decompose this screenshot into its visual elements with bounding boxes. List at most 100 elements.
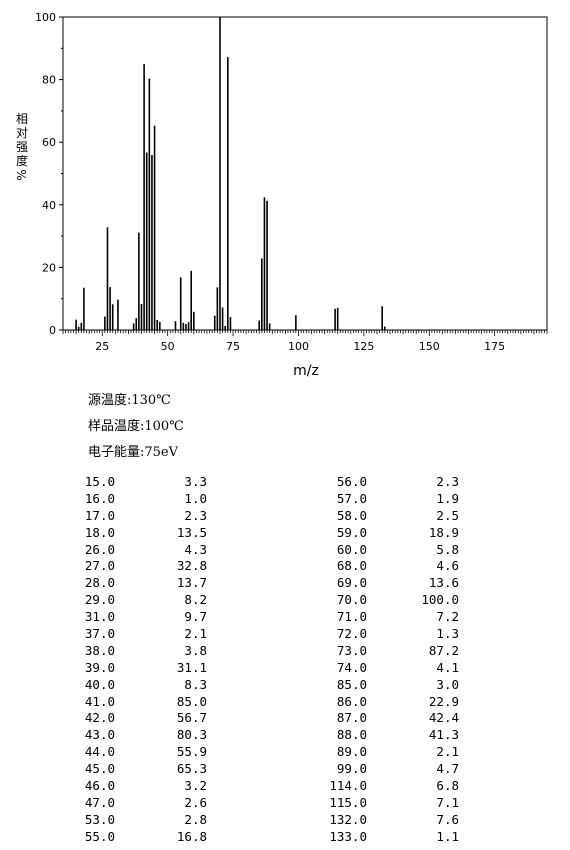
peak-abundance: 42.4 bbox=[428, 710, 459, 726]
peak-row: 133.0 1.1 bbox=[309, 829, 459, 846]
peak-mz: 68.0 bbox=[336, 558, 367, 574]
x-tick-label: 75 bbox=[226, 340, 240, 353]
peak-row: 88.0 41.3 bbox=[309, 727, 459, 744]
y-tick-label: 0 bbox=[49, 324, 56, 337]
peak-mz: 28.0 bbox=[84, 575, 115, 591]
spectrum-peaks bbox=[75, 17, 386, 330]
peak-row: 29.0 8.2 bbox=[57, 592, 207, 609]
peak-abundance: 4.3 bbox=[184, 541, 207, 557]
y-tick-label: 80 bbox=[42, 74, 56, 87]
peak-row: 114.0 6.8 bbox=[309, 778, 459, 795]
peak-mz: 115.0 bbox=[329, 794, 367, 810]
peak-mz: 41.0 bbox=[84, 693, 115, 709]
peak-mz: 99.0 bbox=[336, 761, 367, 777]
y-tick-label: 40 bbox=[42, 199, 56, 212]
peak-abundance: 2.3 bbox=[436, 474, 459, 489]
peak-mz: 47.0 bbox=[84, 794, 115, 810]
peak-abundance: 7.1 bbox=[436, 794, 459, 810]
peak-mz: 132.0 bbox=[329, 811, 367, 827]
peak-abundance: 13.5 bbox=[176, 524, 207, 540]
peak-abundance: 6.8 bbox=[436, 778, 459, 794]
y-axis-label-char: % bbox=[15, 169, 29, 180]
peak-mz: 72.0 bbox=[336, 626, 367, 642]
peak-mz: 89.0 bbox=[336, 744, 367, 760]
peak-abundance: 1.0 bbox=[184, 490, 207, 506]
peak-abundance: 7.2 bbox=[436, 609, 459, 625]
peak-mz: 31.0 bbox=[84, 609, 115, 625]
x-tick-label: 150 bbox=[419, 340, 440, 353]
peak-row: 69.0 13.6 bbox=[309, 575, 459, 592]
peak-mz: 56.0 bbox=[336, 474, 367, 489]
peak-abundance: 55.9 bbox=[176, 744, 207, 760]
y-axis-label-char: 度 bbox=[16, 153, 28, 168]
peak-row: 44.0 55.9 bbox=[57, 744, 207, 761]
y-axis-label-char: 相 bbox=[16, 112, 28, 126]
peak-mz: 15.0 bbox=[84, 474, 115, 489]
peak-mz: 29.0 bbox=[84, 592, 115, 608]
peak-abundance: 3.8 bbox=[184, 642, 207, 658]
peak-abundance: 85.0 bbox=[176, 693, 207, 709]
peak-abundance: 2.8 bbox=[184, 811, 207, 827]
peak-mz: 85.0 bbox=[336, 676, 367, 692]
peak-row: 16.0 1.0 bbox=[57, 491, 207, 508]
peak-abundance: 4.6 bbox=[436, 558, 459, 574]
peak-mz: 46.0 bbox=[84, 778, 115, 794]
peak-mz: 17.0 bbox=[84, 507, 115, 523]
x-tick-label: 175 bbox=[484, 340, 505, 353]
peak-row: 58.0 2.5 bbox=[309, 508, 459, 525]
peak-row: 72.0 1.3 bbox=[309, 626, 459, 643]
peak-row: 31.0 9.7 bbox=[57, 609, 207, 626]
peak-mz: 39.0 bbox=[84, 659, 115, 675]
peak-abundance: 65.3 bbox=[176, 761, 207, 777]
peak-row: 39.0 31.1 bbox=[57, 660, 207, 677]
peak-mz: 16.0 bbox=[84, 490, 115, 506]
peak-mz: 18.0 bbox=[84, 524, 115, 540]
peak-row: 70.0 100.0 bbox=[309, 592, 459, 609]
peak-abundance: 2.3 bbox=[184, 507, 207, 523]
x-tick-label: 25 bbox=[95, 340, 109, 353]
peak-abundance: 56.7 bbox=[176, 710, 207, 726]
peak-abundance: 22.9 bbox=[428, 693, 459, 709]
peak-row: 53.0 2.8 bbox=[57, 812, 207, 829]
peak-row: 38.0 3.8 bbox=[57, 643, 207, 660]
peak-abundance: 31.1 bbox=[176, 659, 207, 675]
peak-mz: 37.0 bbox=[84, 626, 115, 642]
peak-row: 132.0 7.6 bbox=[309, 812, 459, 829]
peak-mz: 88.0 bbox=[336, 727, 367, 743]
y-tick-label: 60 bbox=[42, 136, 56, 149]
peak-mz: 27.0 bbox=[84, 558, 115, 574]
peak-abundance: 3.2 bbox=[184, 778, 207, 794]
peak-row: 56.0 2.3 bbox=[309, 474, 459, 491]
peak-row: 68.0 4.6 bbox=[309, 558, 459, 575]
peak-abundance: 80.3 bbox=[176, 727, 207, 743]
peak-row: 59.0 18.9 bbox=[309, 525, 459, 542]
peak-mz: 71.0 bbox=[336, 609, 367, 625]
x-axis-label: m/z bbox=[293, 363, 319, 379]
peak-row: 73.0 87.2 bbox=[309, 643, 459, 660]
peak-abundance: 2.6 bbox=[184, 794, 207, 810]
source-temperature: 源温度:130℃ bbox=[88, 393, 171, 408]
peak-abundance: 3.3 bbox=[184, 474, 207, 489]
plot-frame bbox=[62, 16, 548, 331]
peak-abundance: 87.2 bbox=[428, 642, 459, 658]
peak-mz: 87.0 bbox=[336, 710, 367, 726]
peak-mz: 133.0 bbox=[329, 828, 367, 844]
peak-mz: 55.0 bbox=[84, 828, 115, 844]
peak-mz: 42.0 bbox=[84, 710, 115, 726]
peak-abundance: 41.3 bbox=[428, 727, 459, 743]
peak-abundance: 8.2 bbox=[184, 592, 207, 608]
peak-mz: 53.0 bbox=[84, 811, 115, 827]
peak-row: 115.0 7.1 bbox=[309, 795, 459, 812]
peak-abundance: 9.7 bbox=[184, 609, 207, 625]
y-tick-label: 100 bbox=[35, 11, 56, 24]
x-tick-label: 50 bbox=[161, 340, 175, 353]
peak-row: 89.0 2.1 bbox=[309, 744, 459, 761]
peak-row: 85.0 3.0 bbox=[309, 677, 459, 694]
peak-row: 55.0 16.8 bbox=[57, 829, 207, 846]
peak-abundance: 2.1 bbox=[436, 744, 459, 760]
peak-abundance: 8.3 bbox=[184, 676, 207, 692]
peak-mz: 38.0 bbox=[84, 642, 115, 658]
peak-mz: 69.0 bbox=[336, 575, 367, 591]
peak-mz: 73.0 bbox=[336, 642, 367, 658]
